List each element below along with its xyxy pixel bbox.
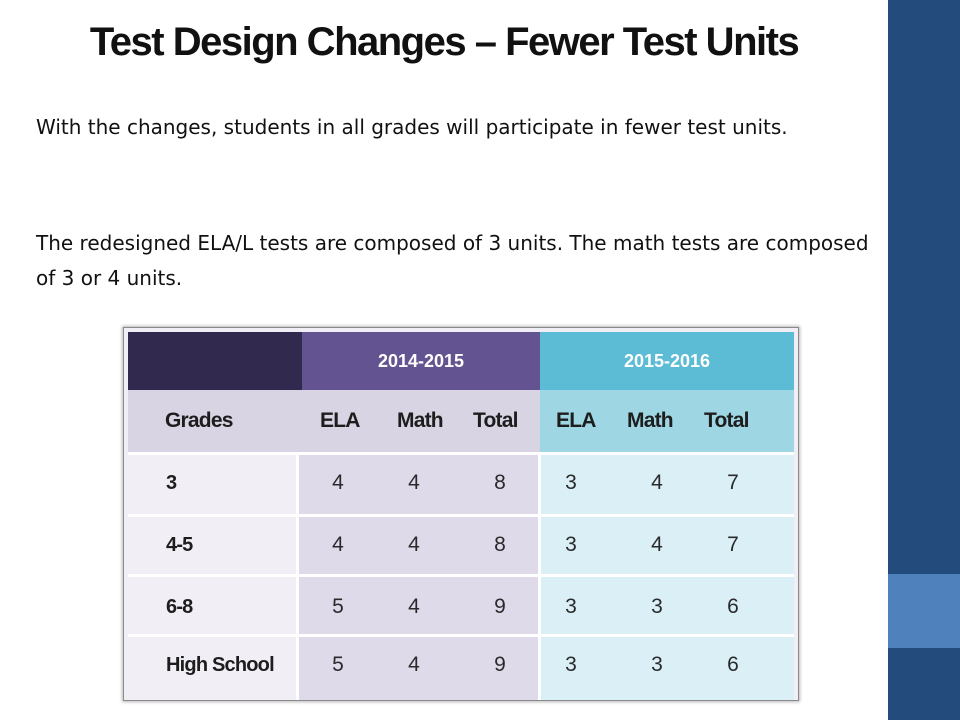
- cell-total-2015: 6: [727, 595, 739, 618]
- cell-total-2014: 9: [494, 595, 506, 618]
- column-divider: [296, 452, 299, 700]
- cell-ela-2015: 3: [565, 533, 577, 556]
- row-divider: [128, 634, 794, 637]
- cell-math-2014: 4: [408, 471, 420, 494]
- row-grade: 3: [166, 472, 177, 494]
- cell-ela-2015: 3: [565, 471, 577, 494]
- column-header-math-2015: Math: [627, 409, 674, 432]
- row-grade: High School: [166, 654, 275, 676]
- column-header-total-2015: Total: [704, 409, 749, 432]
- cell-total-2015: 6: [727, 653, 739, 676]
- year-header-2014-2015: 2014-2015: [302, 332, 540, 390]
- cell-math-2014: 4: [408, 595, 420, 618]
- column-header-ela-2014: ELA: [320, 409, 360, 432]
- cell-ela-2015: 3: [565, 595, 577, 618]
- row-divider: [128, 574, 794, 577]
- column-header-band-2015-2016: [540, 390, 794, 452]
- column-header-ela-2015: ELA: [556, 409, 596, 432]
- units-paragraph: The redesigned ELA/L tests are composed …: [36, 231, 869, 290]
- row-divider: [128, 452, 794, 455]
- column-header-total-2014: Total: [473, 409, 518, 432]
- cell-math-2014: 4: [408, 533, 420, 556]
- column-header-math-2014: Math: [397, 409, 444, 432]
- cell-total-2015: 7: [727, 471, 739, 494]
- cell-ela-2015: 3: [565, 653, 577, 676]
- slide-sidebar-accent: [888, 574, 960, 648]
- cell-ela-2014: 4: [332, 533, 344, 556]
- year-label: 2015-2016: [623, 350, 711, 371]
- year-header-2015-2016: 2015-2016: [540, 332, 794, 390]
- cell-total-2014: 9: [494, 653, 506, 676]
- cell-math-2015: 3: [651, 653, 663, 676]
- cell-math-2014: 4: [408, 653, 420, 676]
- cell-total-2014: 8: [494, 533, 506, 556]
- cell-math-2015: 4: [651, 533, 663, 556]
- column-header-band-2014-2015: [128, 390, 540, 452]
- intro-paragraph: With the changes, students in all grades…: [36, 115, 788, 139]
- column-header-grades: Grades: [165, 409, 233, 432]
- column-divider: [538, 452, 541, 700]
- row-grade: 6-8: [166, 596, 193, 618]
- cell-ela-2014: 5: [332, 595, 344, 618]
- cell-math-2015: 3: [651, 595, 663, 618]
- test-units-table: 2014-2015 2015-2016 Grades ELA Math Tota…: [124, 328, 798, 700]
- row-divider: [128, 514, 794, 517]
- cell-ela-2014: 5: [332, 653, 344, 676]
- cell-total-2014: 8: [494, 471, 506, 494]
- slide-title: Test Design Changes – Fewer Test Units: [89, 20, 800, 64]
- table-corner-header: [128, 332, 302, 390]
- cell-total-2015: 7: [727, 533, 739, 556]
- row-grade: 4-5: [166, 534, 193, 556]
- year-label: 2014-2015: [377, 350, 465, 371]
- cell-ela-2014: 4: [332, 471, 344, 494]
- cell-math-2015: 4: [651, 471, 663, 494]
